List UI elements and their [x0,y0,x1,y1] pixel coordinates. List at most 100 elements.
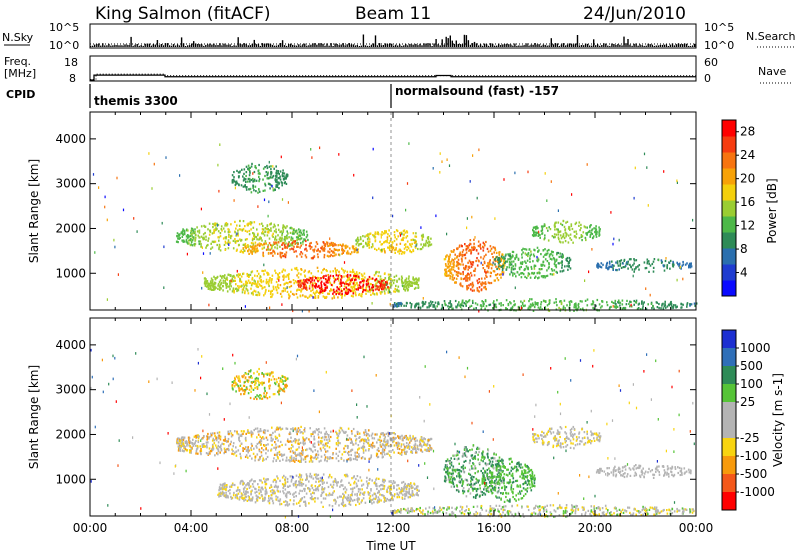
data-cell [313,456,315,460]
data-cell [599,265,601,268]
data-cell [304,279,307,282]
data-cell [532,234,535,238]
data-cell [354,287,356,290]
data-cell [265,448,267,451]
data-cell [519,262,522,265]
data-cell [402,448,405,451]
data-cell [379,278,382,281]
data-cell [261,447,263,450]
data-cell [543,224,546,228]
data-cell [559,300,561,303]
data-cell [492,270,495,273]
data-cell [188,439,190,442]
data-cell [284,269,286,272]
data-cell [266,231,269,234]
data-cell [353,286,356,289]
data-cell [200,245,202,248]
data-cell [179,174,181,177]
data-cell [284,256,287,259]
data-cell [254,396,257,399]
data-cell [234,276,236,279]
data-cell [446,232,448,236]
data-cell [242,430,245,433]
data-cell [457,303,459,306]
data-cell [426,242,429,245]
data-cell [310,294,313,297]
data-cell [414,282,416,285]
data-cell [636,307,639,310]
data-cell [288,244,291,247]
data-cell [246,186,248,189]
data-cell [382,232,385,235]
data-cell [596,262,599,265]
data-cell [482,282,484,285]
data-cell [244,238,247,241]
data-cell [267,171,269,174]
data-cell [346,245,349,248]
data-cell [242,251,245,254]
data-cell [505,253,507,256]
data-cell [355,439,357,442]
data-cell [488,263,491,266]
data-cell [513,300,515,303]
data-cell [277,376,280,380]
data-cell [283,182,286,185]
data-cell [291,242,293,245]
data-cell [232,181,234,184]
data-cell [238,183,240,186]
data-cell [300,241,302,245]
nsky-bar [534,43,536,47]
data-cell [335,452,338,455]
data-cell [251,162,253,165]
data-cell [596,232,598,235]
data-cell [337,296,339,299]
data-cell [308,279,311,282]
data-cell [291,457,293,460]
data-cell [312,445,315,448]
data-cell [310,435,313,438]
data-cell [212,432,214,435]
data-cell [262,457,264,460]
data-cell [471,261,474,264]
data-cell [318,284,320,287]
data-cell [259,457,261,460]
data-cell [393,440,395,443]
data-cell [435,214,437,218]
nsky-bar [138,45,140,47]
data-cell [513,304,516,307]
data-cell [178,237,180,240]
data-cell [539,307,541,310]
data-cell [482,249,485,252]
nsky-bar [114,44,116,47]
data-cell [676,261,678,264]
data-cell [617,301,619,304]
data-cell [219,286,222,289]
data-cell [236,224,238,227]
data-cell [560,301,563,304]
data-cell [214,278,217,281]
nsky-bar [213,43,215,47]
data-cell [393,305,395,308]
data-cell [217,282,220,286]
data-cell [426,236,429,240]
nsky-bar [330,43,332,47]
data-cell [240,388,243,391]
data-cell [241,228,244,231]
data-cell [219,245,221,248]
data-cell [409,434,411,437]
data-cell [625,262,628,265]
data-cell [545,227,548,230]
nsky-bar [326,43,328,47]
colorbar-swatch [722,248,736,265]
data-cell [561,235,564,238]
data-cell [352,282,355,285]
data-cell [355,278,357,281]
data-cell [345,430,347,434]
data-cell [425,240,428,243]
data-cell [305,256,308,259]
data-cell [356,251,358,254]
nsearch-label: N.Search [746,30,796,43]
data-cell [399,248,401,251]
data-cell [489,245,492,248]
